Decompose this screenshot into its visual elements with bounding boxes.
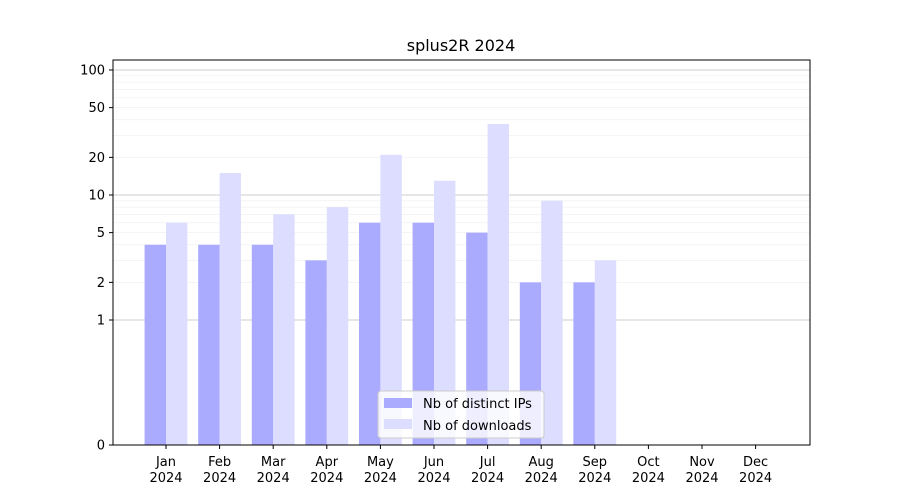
- y-tick-label: 2: [97, 276, 105, 291]
- x-tick-label-month: Sep: [583, 455, 608, 470]
- y-tick-label: 10: [88, 189, 105, 204]
- y-axis: 0 1 2 5 10 20 50 100: [80, 64, 113, 454]
- bar-downloads: [487, 123, 509, 445]
- bar-downloads: [166, 222, 188, 445]
- y-tick-label: 100: [80, 64, 105, 79]
- bar-downloads: [326, 207, 349, 445]
- x-tick-label-month: May: [367, 455, 394, 470]
- bar-downloads: [594, 260, 617, 445]
- chart-title: splus2R 2024: [407, 36, 516, 55]
- x-tick-label-month: Jun: [423, 455, 444, 470]
- x-tick-label-year: 2024: [417, 471, 450, 486]
- x-tick-label-year: 2024: [149, 471, 182, 486]
- bar-distinct-ips: [305, 260, 327, 445]
- x-tick-label-month: Nov: [689, 455, 715, 470]
- x-tick-label-month: Apr: [316, 455, 339, 470]
- x-tick-label-month: Jan: [155, 455, 176, 470]
- bar-downloads: [273, 214, 295, 445]
- bar-distinct-ips: [359, 222, 381, 445]
- y-tick-label: 20: [88, 151, 105, 166]
- bar-downloads: [380, 154, 402, 445]
- x-tick-label-year: 2024: [310, 471, 343, 486]
- legend-swatch-downloads: [384, 419, 412, 429]
- bar-distinct-ips: [144, 244, 166, 445]
- bar-distinct-ips: [198, 244, 220, 445]
- x-tick-label-year: 2024: [364, 471, 397, 486]
- legend-swatch-distinct-ips: [384, 398, 412, 408]
- x-tick-label-month: Mar: [261, 455, 286, 470]
- x-tick-label-month: Aug: [529, 455, 554, 470]
- legend: Nb of distinct IPs Nb of downloads: [377, 390, 545, 439]
- bar-distinct-ips: [573, 282, 595, 445]
- bar-downloads: [541, 200, 563, 445]
- x-tick-label-year: 2024: [632, 471, 665, 486]
- bar-downloads: [219, 172, 241, 445]
- y-tick-label: 50: [88, 101, 105, 116]
- legend-label-distinct-ips: Nb of distinct IPs: [423, 397, 532, 412]
- y-tick-label: 5: [97, 226, 105, 241]
- bar-distinct-ips: [251, 244, 274, 445]
- x-tick-label-year: 2024: [203, 471, 236, 486]
- bar-downloads: [434, 180, 456, 445]
- legend-label-downloads: Nb of downloads: [423, 419, 532, 434]
- y-tick-label: 0: [97, 439, 105, 454]
- x-tick-label-year: 2024: [685, 471, 718, 486]
- x-tick-label-year: 2024: [525, 471, 558, 486]
- x-tick-label-month: Oct: [637, 455, 659, 470]
- bar-distinct-ips: [412, 222, 434, 445]
- x-tick-label-month: Dec: [743, 455, 768, 470]
- x-axis: Jan2024Feb2024Mar2024Apr2024May2024Jun20…: [149, 445, 772, 486]
- bars: [144, 123, 617, 445]
- x-tick-label-month: Feb: [208, 455, 231, 470]
- y-tick-label: 1: [97, 314, 105, 329]
- x-tick-label-year: 2024: [257, 471, 290, 486]
- x-tick-label-month: Jul: [479, 455, 496, 470]
- x-tick-label-year: 2024: [739, 471, 772, 486]
- x-tick-label-year: 2024: [578, 471, 611, 486]
- legend-box: [377, 390, 545, 439]
- x-tick-label-year: 2024: [471, 471, 504, 486]
- plot-frame: [112, 59, 811, 446]
